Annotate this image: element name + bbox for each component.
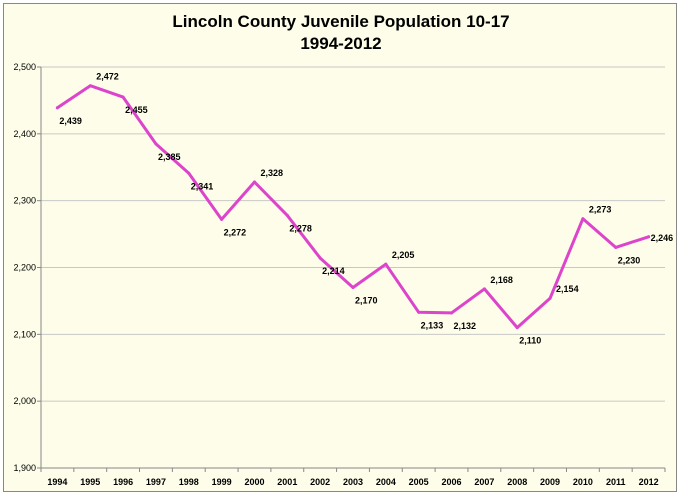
data-point bbox=[516, 326, 519, 329]
data-label: 2,472 bbox=[96, 72, 119, 82]
data-point bbox=[253, 180, 256, 183]
x-tick-label: 2012 bbox=[639, 477, 659, 487]
data-label: 2,230 bbox=[618, 255, 641, 265]
data-label: 2,341 bbox=[191, 181, 214, 191]
data-point bbox=[483, 287, 486, 290]
data-point bbox=[187, 172, 190, 175]
data-point bbox=[352, 286, 355, 289]
data-label: 2,385 bbox=[158, 152, 181, 162]
x-tick-label: 2000 bbox=[244, 477, 264, 487]
x-tick-label: 1996 bbox=[113, 477, 133, 487]
data-label: 2,246 bbox=[651, 233, 674, 243]
y-tick-label: 2,000 bbox=[13, 396, 36, 406]
data-label: 2,154 bbox=[556, 284, 579, 294]
data-label: 2,170 bbox=[355, 296, 378, 306]
data-point bbox=[384, 263, 387, 266]
y-tick-label: 2,100 bbox=[13, 329, 36, 339]
data-point bbox=[220, 218, 223, 221]
data-point bbox=[450, 311, 453, 314]
data-point bbox=[549, 297, 552, 300]
y-tick-label: 2,200 bbox=[13, 263, 36, 273]
x-tick-label: 2003 bbox=[343, 477, 363, 487]
data-label: 2,168 bbox=[490, 275, 513, 285]
data-label: 2,328 bbox=[260, 168, 283, 178]
x-tick-label: 2010 bbox=[573, 477, 593, 487]
data-point bbox=[614, 246, 617, 249]
x-tick-label: 1999 bbox=[212, 477, 232, 487]
x-tick-label: 2006 bbox=[442, 477, 462, 487]
x-tick-label: 1997 bbox=[146, 477, 166, 487]
data-label: 2,133 bbox=[421, 320, 444, 330]
data-label: 2,439 bbox=[59, 116, 82, 126]
data-label: 2,278 bbox=[289, 223, 312, 233]
x-tick-label: 2005 bbox=[409, 477, 429, 487]
y-tick-label: 2,300 bbox=[13, 196, 36, 206]
data-label: 2,273 bbox=[589, 205, 612, 215]
x-tick-label: 2002 bbox=[310, 477, 330, 487]
x-tick-label: 2008 bbox=[507, 477, 527, 487]
y-tick-label: 1,900 bbox=[13, 463, 36, 473]
x-tick-label: 1994 bbox=[47, 477, 67, 487]
data-label: 2,455 bbox=[125, 105, 148, 115]
x-tick-label: 2001 bbox=[277, 477, 297, 487]
y-tick-label: 2,400 bbox=[13, 129, 36, 139]
data-point bbox=[319, 257, 322, 260]
x-tick-label: 2004 bbox=[376, 477, 396, 487]
data-label: 2,214 bbox=[322, 266, 345, 276]
data-point bbox=[581, 217, 584, 220]
x-tick-label: 2007 bbox=[474, 477, 494, 487]
y-tick-label: 2,500 bbox=[13, 62, 36, 72]
x-tick-label: 1995 bbox=[80, 477, 100, 487]
line-chart: 1,900 2,000 2,100 2,200 2,300 2,400 2,500 1994 1… bbox=[0, 0, 682, 497]
data-point bbox=[89, 84, 92, 87]
data-label: 2,132 bbox=[454, 321, 477, 331]
data-point bbox=[122, 96, 125, 99]
x-tick-label: 2009 bbox=[540, 477, 560, 487]
data-label: 2,272 bbox=[224, 227, 247, 237]
data-label: 2,205 bbox=[392, 250, 415, 260]
data-point bbox=[286, 214, 289, 217]
data-point bbox=[154, 142, 157, 145]
data-label: 2,110 bbox=[519, 336, 541, 346]
data-point bbox=[417, 311, 420, 314]
data-point bbox=[56, 106, 59, 109]
x-tick-label: 1998 bbox=[179, 477, 199, 487]
x-tick-label: 2011 bbox=[606, 477, 626, 487]
